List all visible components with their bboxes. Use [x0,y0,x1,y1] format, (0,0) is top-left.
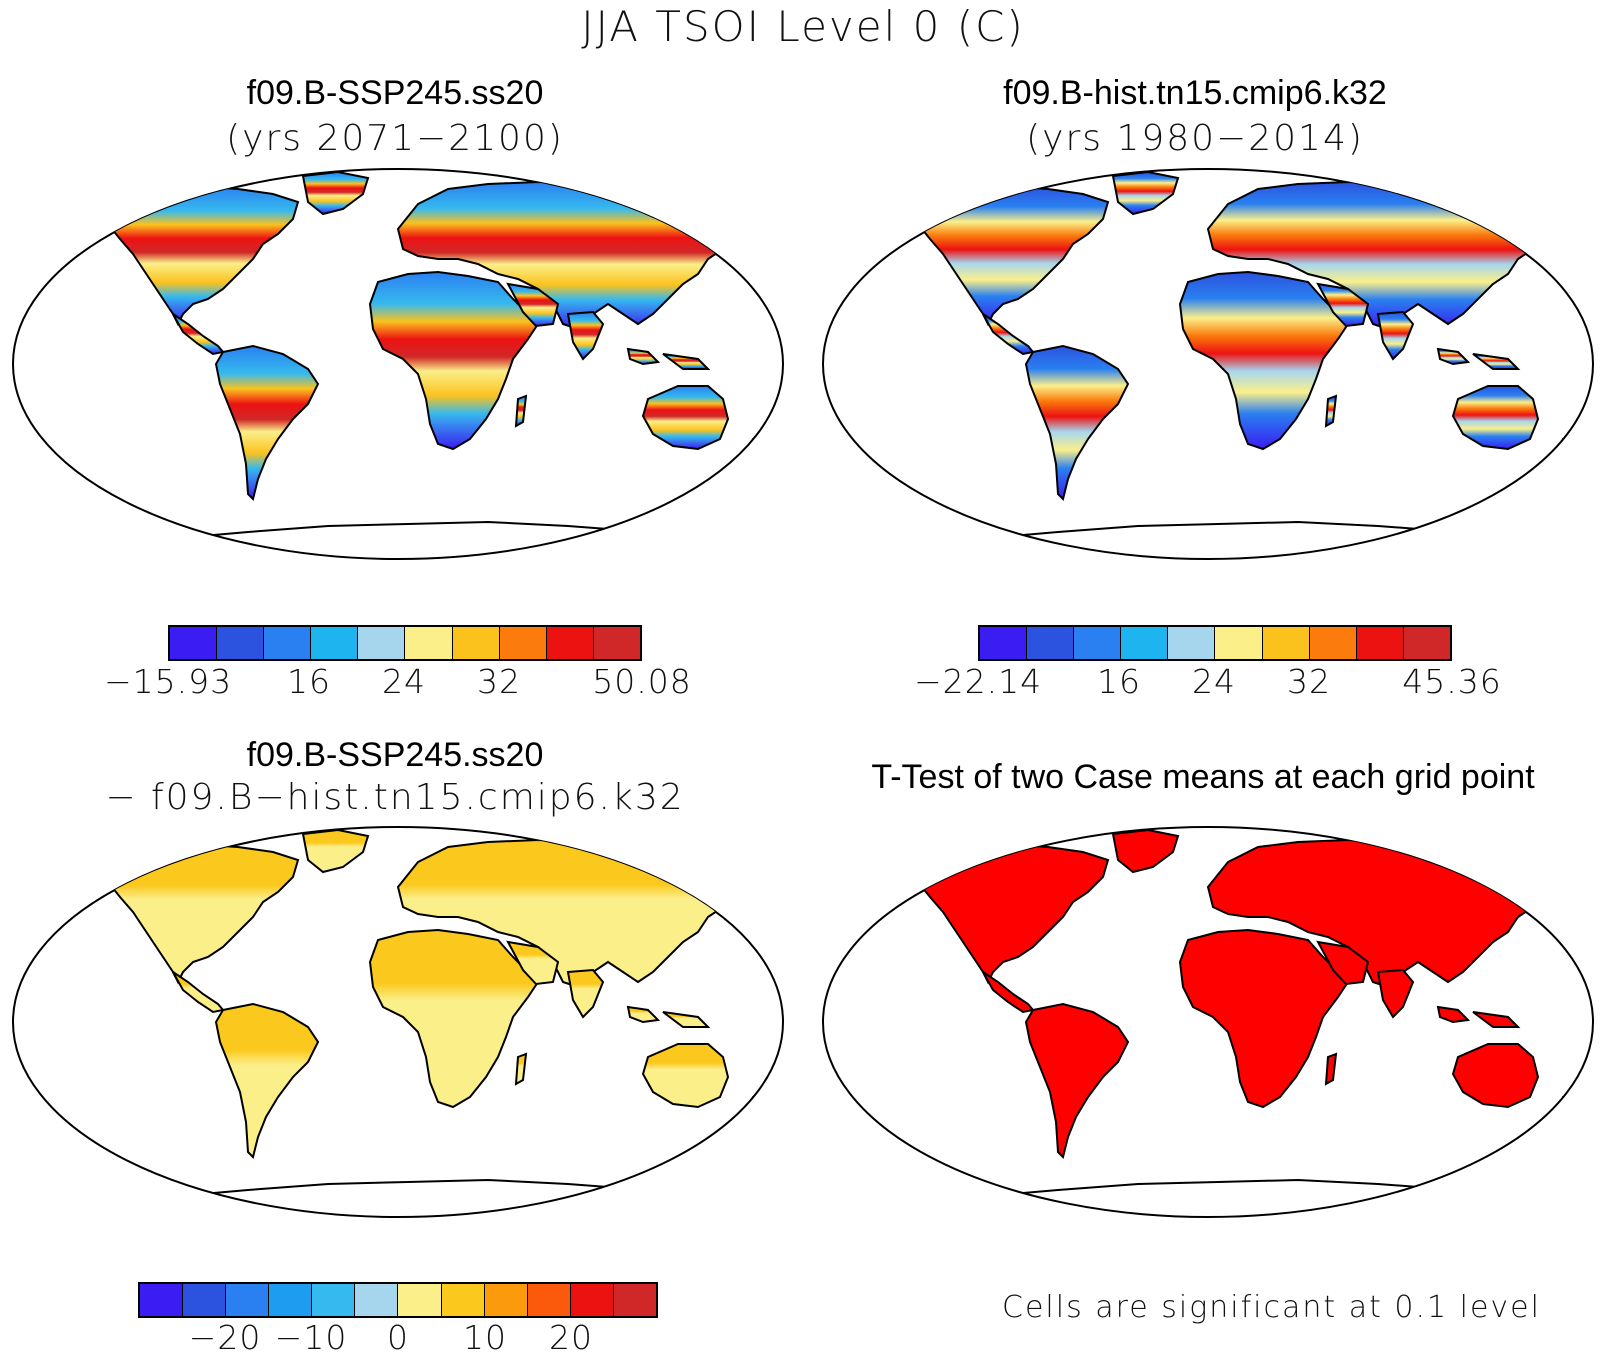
colorbar-swatch [1074,627,1122,659]
colorbar-difference-label: −10 [274,1318,348,1357]
colorbar-swatch [613,1284,656,1316]
map-ttest [822,826,1594,1218]
colorbar-swatch [183,1284,227,1316]
colorbar-swatch [1309,627,1357,659]
colorbar-swatch [355,1284,399,1316]
colorbar-swatch [398,1284,442,1316]
colorbar-case2-label: 24 [1192,662,1236,701]
panel-title-difference: f09.B-SSP245.ss20 [246,736,544,774]
figure-title: JJA TSOI Level 0 (C) [581,2,1025,51]
colorbar-swatch [264,627,312,659]
panel-title-ttest: T-Test of two Case means at each grid po… [871,758,1535,796]
colorbar-swatch [170,627,218,659]
colorbar-swatch [226,1284,270,1316]
colorbar-swatch [1027,627,1075,659]
colorbar-difference-label: −20 [188,1318,262,1357]
panel-subtitle-case2: (yrs 1980−2014) [1026,118,1364,159]
colorbar-swatch [1262,627,1310,659]
colorbar-swatch [1403,627,1450,659]
colorbar-swatch [593,627,640,659]
colorbar-swatch [217,627,265,659]
colorbar-swatch [312,1284,356,1316]
colorbar-difference-label: 10 [463,1318,507,1357]
colorbar-swatch [441,1284,485,1316]
colorbar-swatch [1168,627,1216,659]
colorbar-case2-label: −22.14 [913,662,1043,701]
colorbar-swatch [311,627,359,659]
colorbar-swatch [570,1284,614,1316]
colorbar-difference-label: 0 [387,1318,409,1357]
colorbar-case1 [168,625,642,661]
colorbar-swatch [527,1284,571,1316]
colorbar-case1-label: 24 [382,662,426,701]
panel-title-case2: f09.B-hist.tn15.cmip6.k32 [1003,74,1387,112]
colorbar-case2-label: 32 [1287,662,1331,701]
significance-note: Cells are significant at 0.1 level [1002,1290,1541,1325]
colorbar-swatch [484,1284,528,1316]
map-difference [12,826,784,1218]
colorbar-difference [138,1282,658,1318]
colorbar-case2 [978,625,1452,661]
colorbar-case1-label: 16 [287,662,331,701]
colorbar-swatch [980,627,1028,659]
colorbar-swatch [499,627,547,659]
colorbar-case2-label: 45.36 [1402,662,1502,701]
colorbar-swatch [405,627,453,659]
colorbar-swatch [1215,627,1263,659]
colorbar-case1-label: 50.08 [592,662,692,701]
panel-title-case1: f09.B-SSP245.ss20 [246,74,544,112]
panel-subtitle-case1: (yrs 2071−2100) [226,118,564,159]
panel-subtitle-difference: − f09.B−hist.tn15.cmip6.k32 [105,777,685,818]
map-case1 [12,168,784,560]
colorbar-case2-label: 16 [1097,662,1141,701]
colorbar-swatch [452,627,500,659]
colorbar-swatch [358,627,406,659]
colorbar-swatch [1121,627,1169,659]
colorbar-swatch [269,1284,313,1316]
colorbar-swatch [140,1284,184,1316]
map-case2 [822,168,1594,560]
colorbar-case1-label: 32 [477,662,521,701]
colorbar-swatch [1356,627,1404,659]
colorbar-case1-label: −15.93 [103,662,233,701]
colorbar-difference-label: 20 [549,1318,593,1357]
colorbar-swatch [546,627,594,659]
